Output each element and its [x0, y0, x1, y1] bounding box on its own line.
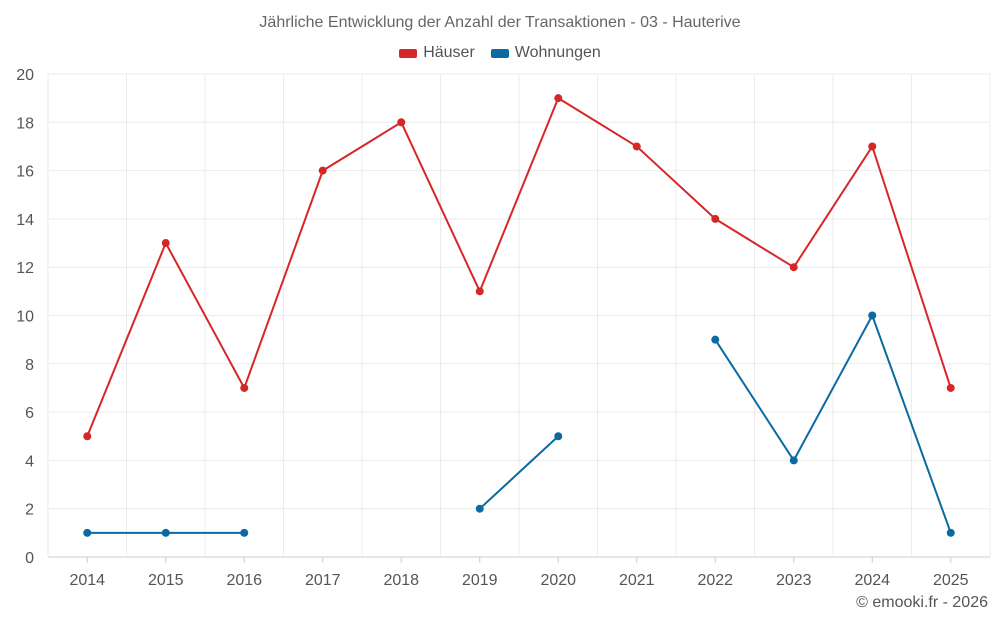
x-tick-label: 2015: [148, 572, 184, 589]
data-point[interactable]: [868, 142, 877, 151]
y-tick-label: 14: [16, 212, 34, 229]
grid: [47, 73, 991, 558]
series: [83, 94, 955, 537]
y-tick-label: 18: [16, 115, 34, 132]
x-tick-label: 2014: [69, 572, 105, 589]
data-point[interactable]: [789, 263, 798, 272]
y-tick-label: 12: [16, 260, 34, 277]
data-point[interactable]: [789, 456, 798, 465]
legend-label-wohnungen: Wohnungen: [514, 44, 601, 61]
legend: Häuser Wohnungen: [0, 44, 1000, 62]
x-tick-label: 2025: [933, 572, 969, 589]
series-line: [714, 314, 952, 534]
y-tick-label: 4: [25, 453, 34, 470]
x-tick-label: 2020: [540, 572, 576, 589]
data-point[interactable]: [161, 239, 170, 248]
data-point[interactable]: [83, 528, 92, 537]
x-tick-label: 2018: [383, 572, 419, 589]
x-tick-label: 2022: [697, 572, 733, 589]
y-tick-label: 20: [16, 67, 34, 84]
legend-label-haeuser: Häuser: [423, 44, 475, 61]
data-point[interactable]: [240, 528, 249, 537]
chart-title: Jährliche Entwicklung der Anzahl der Tra…: [259, 14, 741, 31]
series-line: [479, 435, 559, 510]
legend-swatch-haeuser: [399, 48, 418, 58]
x-tick-label: 2017: [305, 572, 341, 589]
y-tick-label: 6: [25, 405, 34, 422]
data-point[interactable]: [946, 528, 955, 537]
data-point[interactable]: [632, 142, 641, 151]
y-tick-label: 8: [25, 357, 34, 374]
x-tick-label: 2023: [776, 572, 812, 589]
data-point[interactable]: [83, 432, 92, 441]
series-1: [83, 311, 955, 537]
y-tick-label: 10: [16, 309, 34, 326]
y-tick-label: 0: [25, 550, 34, 567]
data-point[interactable]: [318, 166, 327, 175]
data-point[interactable]: [554, 432, 563, 441]
data-point[interactable]: [475, 287, 484, 296]
data-point[interactable]: [868, 311, 877, 320]
data-point[interactable]: [946, 383, 955, 392]
data-point[interactable]: [711, 335, 720, 344]
data-point[interactable]: [554, 94, 563, 103]
copyright-text: © emooki.fr - 2026: [856, 594, 988, 611]
data-point[interactable]: [240, 383, 249, 392]
series-0: [83, 94, 955, 441]
legend-item-wohnungen[interactable]: Wohnungen: [490, 44, 601, 62]
x-tick-label: 2016: [226, 572, 262, 589]
axes: 0 2 4 6 8 10 12 14 16 18 20 2014 2015 2016 2017 2018 201…: [16, 67, 968, 589]
x-tick-label: 2019: [462, 572, 498, 589]
data-point[interactable]: [475, 504, 484, 513]
data-point[interactable]: [161, 528, 170, 537]
x-tick-label: 2024: [854, 572, 890, 589]
y-tick-label: 2: [25, 502, 34, 519]
series-line: [86, 97, 952, 437]
y-tick-label: 16: [16, 164, 34, 181]
legend-item-haeuser[interactable]: Häuser: [399, 44, 475, 62]
data-point[interactable]: [397, 118, 406, 127]
legend-swatch-wohnungen: [490, 48, 509, 58]
x-tick-label: 2021: [619, 572, 655, 589]
data-point[interactable]: [711, 214, 720, 223]
